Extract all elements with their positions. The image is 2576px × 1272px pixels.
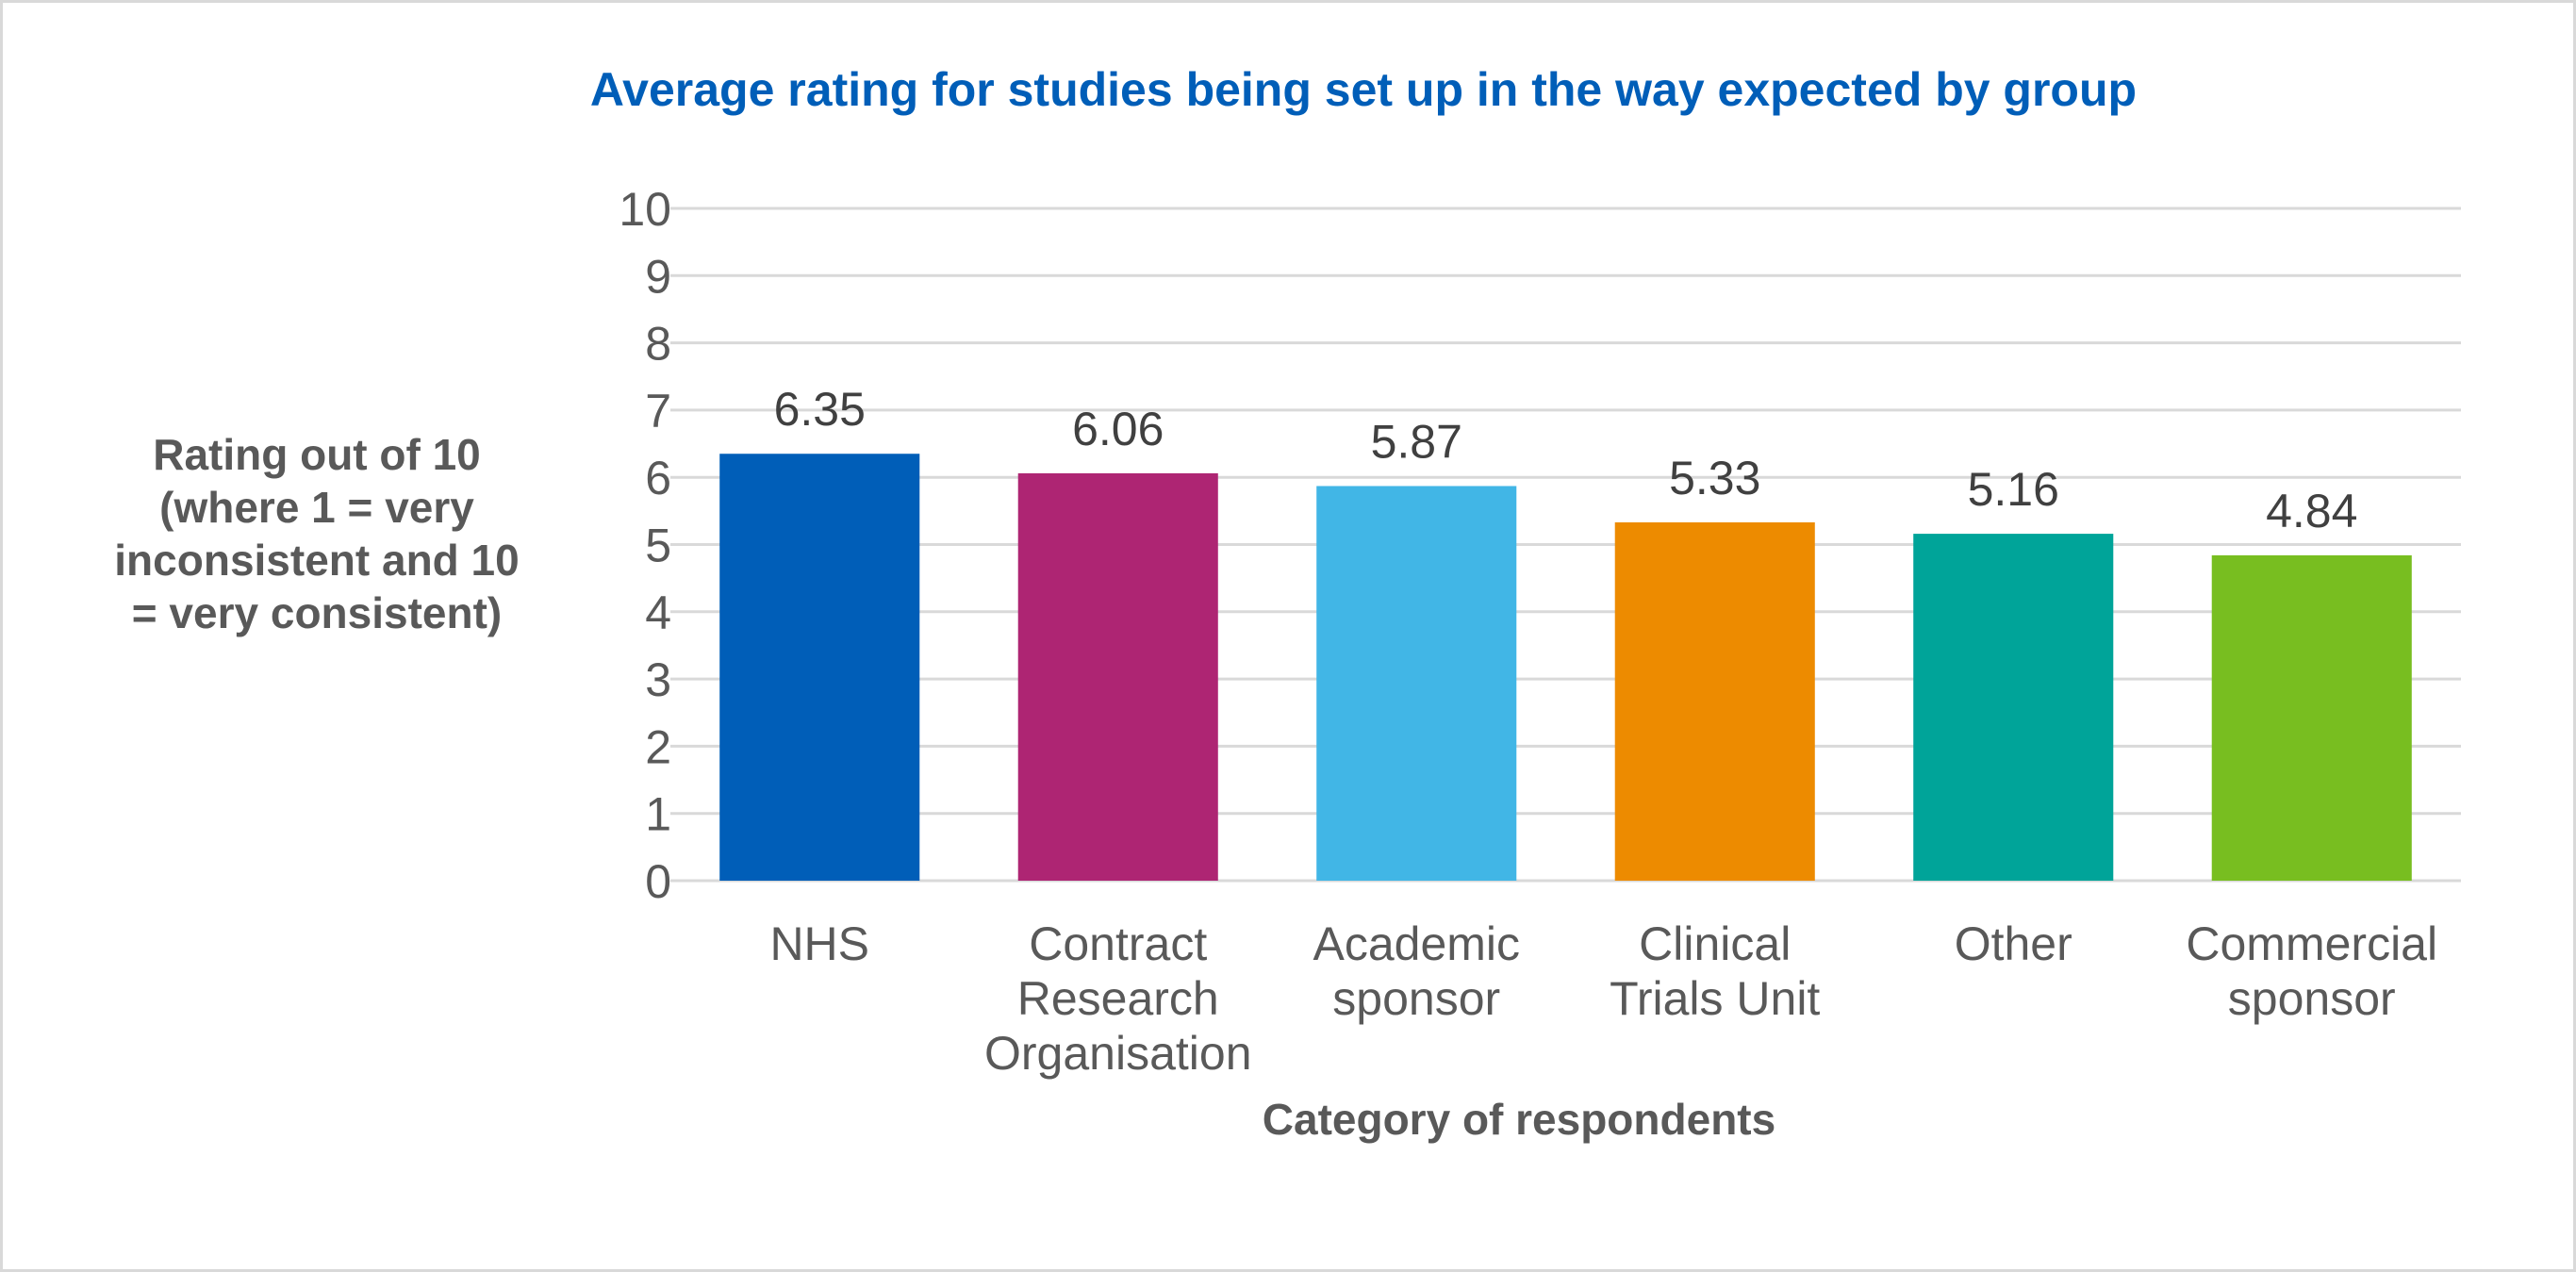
data-label: 5.33 <box>1669 452 1760 504</box>
bar <box>1316 486 1517 881</box>
y-tick-label: 7 <box>645 385 671 438</box>
x-tick-label-line: Other <box>1955 917 2072 970</box>
x-tick-label-line: Commercial <box>2186 917 2437 970</box>
bar <box>1614 521 1815 881</box>
chart-title: Average rating for studies being set up … <box>590 63 2137 116</box>
gridlines <box>670 206 2461 883</box>
y-tick-label: 10 <box>619 183 671 236</box>
x-tick-label: Academic sponsor <box>1313 917 1520 1025</box>
x-tick-label-line: NHS <box>769 917 869 970</box>
y-axis-title-line: (where 1 = very <box>159 483 474 532</box>
y-tick-label: 3 <box>645 653 671 706</box>
data-label: 5.87 <box>1371 415 1462 468</box>
y-tick-label: 4 <box>645 586 671 639</box>
x-tick-label: Contract Research Organisation <box>984 917 1252 1080</box>
x-axis-title: Category of respondents <box>1263 1095 1775 1144</box>
y-axis-title-line: Rating out of 10 <box>153 430 481 479</box>
bars <box>719 454 2412 881</box>
y-tick-label: 0 <box>645 855 671 908</box>
y-axis-title-line: = very consistent) <box>132 588 502 637</box>
x-tick-label-line: sponsor <box>2228 972 2396 1025</box>
y-tick-label: 8 <box>645 318 671 371</box>
data-labels: 6.35 6.06 5.87 5.33 5.16 4.84 <box>774 383 2358 537</box>
x-tick-label-line: Clinical <box>1639 917 1791 970</box>
x-tick-label-line: Organisation <box>984 1027 1252 1080</box>
y-axis-title: Rating out of 10 (where 1 = very inconsist… <box>114 430 519 637</box>
bar <box>1017 472 1218 881</box>
x-tick-label: Commercial sponsor <box>2186 917 2437 1025</box>
y-tick-label: 9 <box>645 250 671 303</box>
data-label: 6.06 <box>1072 403 1164 455</box>
x-tick-label-line: Research <box>1017 972 1219 1025</box>
data-label: 6.35 <box>774 383 866 436</box>
y-axis-title-line: inconsistent and 10 <box>114 536 519 585</box>
x-tick-label: Clinical Trials Unit <box>1610 917 1820 1025</box>
data-label: 5.16 <box>1968 463 2059 516</box>
y-tick-label: 6 <box>645 452 671 504</box>
y-tick-label: 5 <box>645 520 671 572</box>
bar <box>1913 534 2114 881</box>
x-tick-label: Other <box>1955 917 2072 970</box>
x-tick-label-line: sponsor <box>1332 972 1500 1025</box>
bar <box>2211 554 2412 881</box>
y-tick-label: 2 <box>645 720 671 773</box>
data-label: 4.84 <box>2266 485 2357 537</box>
x-tick-label-line: Academic <box>1313 917 1520 970</box>
bar <box>719 454 920 881</box>
x-tick-label-line: Contract <box>1029 917 1207 970</box>
x-tick-label-line: Trials Unit <box>1610 972 1820 1025</box>
x-tick-label: NHS <box>769 917 869 970</box>
y-tick-label: 1 <box>645 788 671 841</box>
y-axis-ticks: 0 1 2 3 4 5 6 7 8 9 10 <box>619 183 671 908</box>
